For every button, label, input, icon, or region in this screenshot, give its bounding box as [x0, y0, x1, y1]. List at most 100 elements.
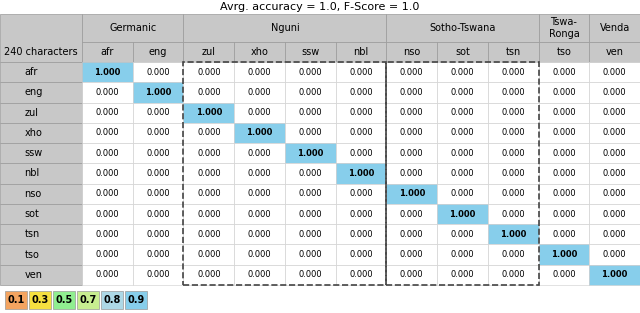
Text: 0.000: 0.000: [501, 108, 525, 117]
Text: 1.000: 1.000: [399, 189, 425, 198]
Bar: [437, 184, 488, 204]
Text: 0.000: 0.000: [501, 250, 525, 259]
Bar: [387, 184, 437, 204]
Bar: [234, 103, 285, 123]
Text: 0.8: 0.8: [103, 295, 121, 305]
Text: 1.000: 1.000: [348, 169, 374, 178]
Bar: [132, 244, 184, 265]
Bar: [0, 14, 82, 62]
Text: 0.000: 0.000: [298, 108, 322, 117]
Text: 0.000: 0.000: [400, 169, 424, 178]
Text: 0.000: 0.000: [197, 270, 221, 280]
Text: Sotho-Tswana: Sotho-Tswana: [429, 23, 495, 33]
Bar: [437, 42, 488, 62]
Bar: [538, 184, 589, 204]
Text: 0.000: 0.000: [400, 108, 424, 117]
Text: 1.000: 1.000: [145, 88, 172, 97]
Text: 0.1: 0.1: [8, 295, 24, 305]
Text: nso: nso: [24, 189, 42, 199]
Bar: [234, 265, 285, 285]
Text: 0.000: 0.000: [197, 68, 221, 77]
Bar: [437, 62, 488, 82]
Text: 0.000: 0.000: [349, 88, 373, 97]
Bar: [437, 103, 488, 123]
Text: 0.000: 0.000: [95, 189, 119, 198]
Bar: [488, 123, 538, 143]
Bar: [82, 82, 132, 103]
Bar: [335, 42, 387, 62]
Text: 0.7: 0.7: [79, 295, 97, 305]
Bar: [589, 82, 640, 103]
Text: tso: tso: [556, 47, 572, 57]
Text: 0.000: 0.000: [298, 88, 322, 97]
Text: 0.000: 0.000: [552, 189, 576, 198]
Text: afr: afr: [24, 67, 38, 77]
Bar: [437, 244, 488, 265]
Text: 0.000: 0.000: [197, 149, 221, 158]
Text: 0.000: 0.000: [197, 209, 221, 218]
Bar: [285, 224, 335, 244]
Bar: [234, 184, 285, 204]
Text: eng: eng: [24, 87, 43, 97]
Text: 0.000: 0.000: [248, 189, 271, 198]
Bar: [125, 291, 147, 309]
Text: 0.000: 0.000: [501, 128, 525, 137]
Text: 0.000: 0.000: [298, 169, 322, 178]
Text: 0.000: 0.000: [552, 108, 576, 117]
Bar: [184, 123, 234, 143]
Text: 1.000: 1.000: [449, 209, 476, 218]
Bar: [488, 82, 538, 103]
Bar: [82, 62, 132, 82]
Text: sot: sot: [455, 47, 470, 57]
Bar: [132, 163, 184, 184]
Text: 0.000: 0.000: [298, 128, 322, 137]
Text: 0.000: 0.000: [95, 209, 119, 218]
Bar: [0, 184, 82, 204]
Bar: [387, 204, 437, 224]
Bar: [387, 265, 437, 285]
Text: 0.000: 0.000: [298, 230, 322, 239]
Text: 0.000: 0.000: [501, 88, 525, 97]
Text: afr: afr: [100, 47, 114, 57]
Text: 0.000: 0.000: [552, 68, 576, 77]
Bar: [488, 184, 538, 204]
Bar: [184, 265, 234, 285]
Text: sot: sot: [24, 209, 40, 219]
Text: 1.000: 1.000: [500, 230, 526, 239]
Text: 0.000: 0.000: [349, 149, 373, 158]
Bar: [234, 204, 285, 224]
Bar: [53, 291, 75, 309]
Text: Germanic: Germanic: [109, 23, 156, 33]
Bar: [538, 204, 589, 224]
Bar: [285, 143, 335, 163]
Text: 0.000: 0.000: [451, 189, 474, 198]
Text: 0.000: 0.000: [552, 209, 576, 218]
Text: 0.000: 0.000: [248, 250, 271, 259]
Text: 0.000: 0.000: [95, 88, 119, 97]
Text: 0.000: 0.000: [197, 189, 221, 198]
Bar: [184, 184, 234, 204]
Bar: [82, 244, 132, 265]
Bar: [538, 62, 589, 82]
Bar: [488, 42, 538, 62]
Bar: [184, 82, 234, 103]
Text: Venda: Venda: [600, 23, 630, 33]
Bar: [335, 163, 387, 184]
Bar: [101, 291, 123, 309]
Text: Nguni: Nguni: [271, 23, 300, 33]
Bar: [589, 123, 640, 143]
Text: eng: eng: [149, 47, 167, 57]
Bar: [285, 62, 335, 82]
Text: 0.000: 0.000: [147, 270, 170, 280]
Text: 0.000: 0.000: [400, 149, 424, 158]
Bar: [488, 103, 538, 123]
Bar: [589, 14, 640, 42]
Text: zul: zul: [202, 47, 216, 57]
Bar: [488, 265, 538, 285]
Text: 0.000: 0.000: [248, 270, 271, 280]
Bar: [82, 163, 132, 184]
Text: 0.000: 0.000: [552, 270, 576, 280]
Text: 0.000: 0.000: [147, 209, 170, 218]
Text: 0.000: 0.000: [603, 88, 627, 97]
Text: 0.000: 0.000: [451, 108, 474, 117]
